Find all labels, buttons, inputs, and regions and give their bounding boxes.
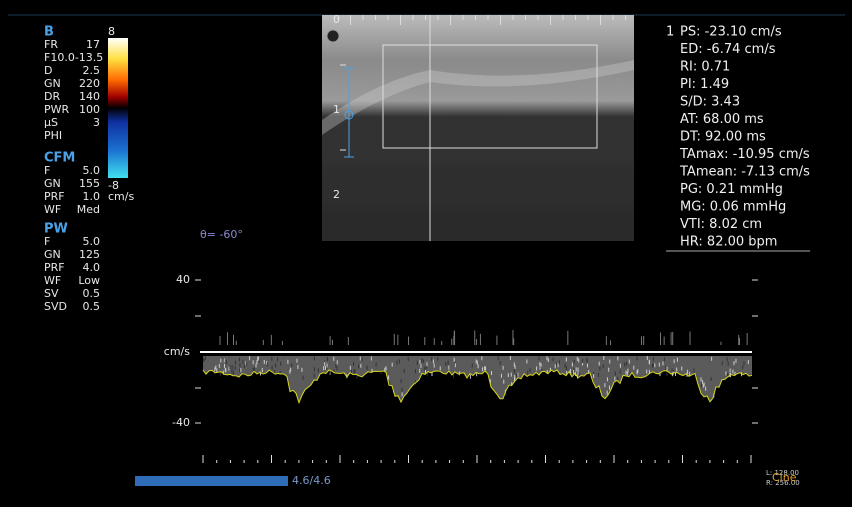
param-label: WF [44,203,61,216]
roi-box [382,44,598,149]
b-mode-image [322,15,634,241]
spectrum-fill [203,356,752,403]
param-value: 100 [79,103,100,116]
param-label: WF [44,274,61,287]
angle-label: θ= -60° [200,228,243,241]
measurement: DT: 92.00 ms [680,130,766,145]
param-label: PHI [44,129,62,142]
color-bar-bottom: -8 [108,179,119,192]
measurement: MG: 0.06 mmHg [680,200,786,215]
param-value: Low [78,274,100,287]
param-value: 1.0 [83,190,101,203]
cine-progress-text: 4.6/4.6 [292,474,331,487]
param-value: 2.5 [83,64,101,77]
color-bar-unit: cm/s [108,190,134,203]
measurement: HR: 82.00 bpm [680,235,777,250]
depth-label: 1 [333,103,340,116]
measurement: AT: 68.00 ms [680,112,764,127]
cine-progress [135,476,288,486]
depth-label: 0 [333,13,340,26]
param-label: PWR [44,103,70,116]
param-value: 0.5 [83,287,101,300]
param-value: 17 [86,38,100,51]
measurement: PG: 0.21 mmHg [680,182,783,197]
param-value: 140 [79,90,100,103]
section-title: PW [44,222,68,237]
measurement: PS: -23.10 cm/s [680,25,782,40]
param-value: 0.5 [83,300,101,313]
param-label: PRF [44,190,65,203]
param-value: 5.0 [83,164,101,177]
measurement: RI: 0.71 [680,60,730,75]
param-label: FR [44,38,58,51]
probe-marker [326,29,340,43]
scale-label: 40 [176,273,190,286]
param-label: DR [44,90,60,103]
measurement: TAmean: -7.13 cm/s [679,165,810,180]
tissue-band [322,60,634,135]
measurement: VTI: 8.02 cm [680,217,762,232]
scale-unit: cm/s [164,345,190,358]
cine-right: R: 256.00 [766,479,800,487]
measurement-index: 1 [666,25,674,40]
param-value: 5.0 [83,235,101,248]
param-label: SVD [44,300,67,313]
param-value: 155 [79,177,100,190]
measurement: S/D: 3.43 [680,95,740,110]
color-bar-top: 8 [108,25,115,38]
cine-label[interactable]: Cine [772,471,797,484]
param-label: D [44,64,52,77]
measurement: PI: 1.49 [680,77,729,92]
param-label: PRF [44,261,65,274]
param-label: F [44,164,50,177]
cine-left: L: 128.00 [766,469,799,477]
color-bar [108,38,128,178]
depth-label: 2 [333,188,340,201]
param-value: 4.0 [83,261,101,274]
measurement: TAmax: -10.95 cm/s [679,147,810,162]
param-label: F10.0-13.5 [44,51,103,64]
spectrum-envelope [202,369,753,405]
measurement: ED: -6.74 cm/s [680,42,776,57]
param-value: 125 [79,248,100,261]
param-value: 220 [79,77,100,90]
param-value: 3 [93,116,100,129]
depth-marker [344,67,354,158]
scale-label: -40 [172,416,190,429]
param-label: GN [44,177,61,190]
param-label: µS [44,116,58,129]
param-label: GN [44,77,61,90]
section-title: CFM [44,151,75,166]
param-label: SV [44,287,59,300]
param-label: F [44,235,50,248]
param-value: Med [77,203,100,216]
section-title: B [44,25,54,40]
param-label: GN [44,248,61,261]
